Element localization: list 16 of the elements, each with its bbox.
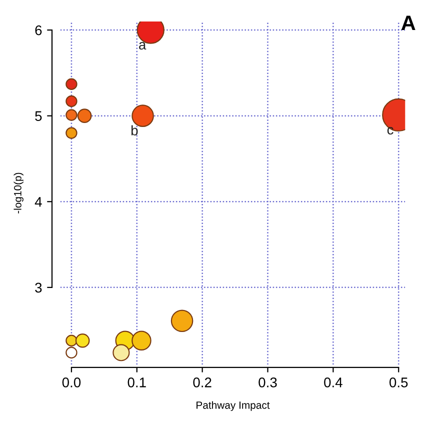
annotation: A xyxy=(401,16,416,30)
x-tick-label: 0.2 xyxy=(193,378,212,388)
x-tick-label: 0.3 xyxy=(258,378,277,388)
y-tick-label: 5 xyxy=(35,111,42,121)
x-tick-label: 0.5 xyxy=(389,378,408,388)
x-tick-label: 0.0 xyxy=(62,378,81,388)
annotation: c xyxy=(387,126,394,135)
annotation: a xyxy=(139,42,146,50)
x-tick-label: 0.4 xyxy=(324,378,342,388)
y-tick-label: 4 xyxy=(34,197,42,207)
annotation: b xyxy=(131,125,138,136)
y-tick-label: 6 xyxy=(35,25,42,36)
y-tick-label: 3 xyxy=(35,282,42,293)
y-axis-title: -log10(p) xyxy=(14,172,24,214)
x-tick-label: 0.1 xyxy=(128,378,146,388)
x-axis-title: Pathway Impact xyxy=(196,401,270,411)
